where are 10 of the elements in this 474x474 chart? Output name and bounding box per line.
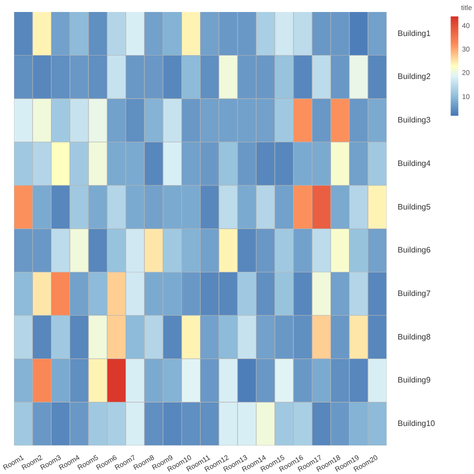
y-tick-label: Building4 <box>398 158 432 168</box>
y-tick-label: Building6 <box>398 246 432 255</box>
y-tick-label: Building7 <box>398 288 432 298</box>
y-tick-label: Building8 <box>398 332 432 342</box>
y-tick-label: Building10 <box>398 419 436 428</box>
y-tick-label: Building3 <box>398 116 432 125</box>
y-tick-label: Building2 <box>398 72 432 82</box>
y-tick-label: Building9 <box>398 376 432 385</box>
y-tick-label: Building1 <box>398 28 432 38</box>
y-tick-label: Building5 <box>398 202 432 212</box>
